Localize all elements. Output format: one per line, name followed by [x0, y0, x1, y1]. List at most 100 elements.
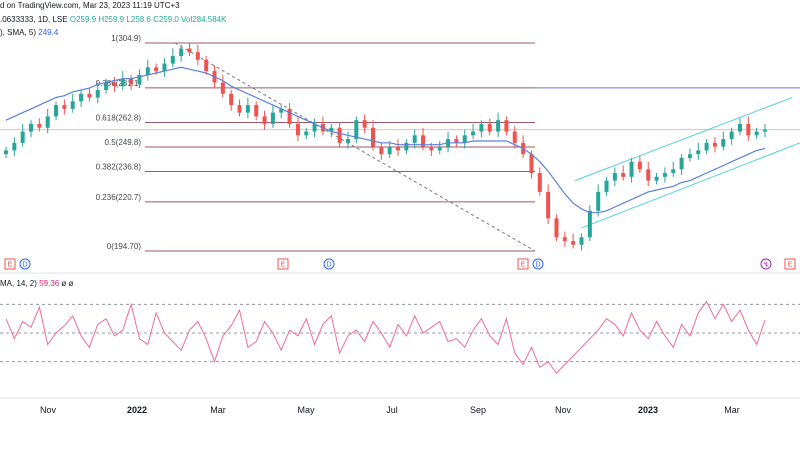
sma-value: 249.4: [38, 28, 59, 37]
event-label: D: [22, 262, 27, 269]
chart-header-source: d on TradingView.com, Mar 23, 2023 11:19…: [0, 1, 180, 10]
candle-body: [679, 157, 684, 170]
x-tick-label: Sep: [470, 405, 486, 415]
candle-body: [129, 78, 134, 85]
rsi-legend: MA, 14, 2) 59.36 ø ø: [0, 279, 74, 288]
candle-body: [412, 135, 417, 143]
candle-body: [295, 123, 300, 136]
candle-body: [429, 146, 434, 151]
candle-body: [763, 129, 767, 132]
event-label: D: [535, 262, 540, 269]
candle-body: [746, 123, 751, 136]
candle-body: [587, 210, 592, 238]
candle-body: [70, 101, 75, 109]
rsi-line: [5, 300, 766, 374]
event-label: ↯: [763, 261, 769, 269]
candle-body: [487, 123, 492, 132]
rsi-value: 59.36: [39, 279, 60, 288]
candle-body: [54, 105, 59, 117]
event-earnings-icon: [4, 258, 16, 270]
candle-body: [396, 146, 401, 151]
candle-body: [621, 173, 626, 177]
sma-line: [5, 66, 766, 214]
x-tick-label: 2023: [638, 405, 658, 415]
candle-body: [20, 131, 25, 143]
candle-body: [329, 127, 334, 132]
candle-body: [612, 173, 617, 181]
high-value: H259.9: [98, 15, 125, 24]
candle-body: [654, 176, 659, 181]
candle-body: [95, 89, 100, 98]
low-value: L258.6: [126, 15, 151, 24]
event-label: D: [326, 262, 331, 269]
candle-body: [12, 142, 17, 151]
event-label: E: [281, 262, 286, 269]
x-tick-label: Mar: [724, 405, 740, 415]
fib-label: 0(194.70): [107, 242, 142, 251]
candle-body: [245, 105, 250, 113]
candle-body: [187, 48, 192, 53]
candle-body: [629, 161, 634, 177]
candle-body: [29, 123, 34, 132]
candle-body: [204, 59, 209, 72]
event-earnings-icon: [784, 258, 796, 270]
candle-body: [729, 131, 734, 140]
event-split-icon: [760, 258, 772, 270]
candle-body: [37, 123, 42, 128]
candle-body: [170, 56, 175, 64]
fib-label: 1(304.9): [111, 34, 141, 43]
candle-body: [437, 146, 442, 151]
channel-lower: [581, 142, 800, 229]
candle-body: [154, 67, 159, 72]
candle-body: [504, 120, 509, 132]
chart-header-ohlc: .0633333, 1D, LSE O259.9 H259.9 L258.6 C…: [0, 15, 227, 24]
fib-label: 0.236(220.7): [96, 193, 142, 202]
candle-body: [754, 131, 759, 136]
close-value: C259.0: [153, 15, 179, 24]
x-tick-label: Nov: [555, 405, 572, 415]
candle-body: [496, 120, 501, 132]
candle-body: [4, 150, 8, 155]
event-dividend-icon: [532, 258, 544, 270]
candle-body: [287, 108, 292, 124]
candle-body: [471, 131, 476, 136]
x-tick-label: Nov: [40, 405, 57, 415]
candle-body: [270, 112, 275, 124]
candle-body: [579, 237, 584, 245]
fib-label: 0.618(262.8): [96, 113, 142, 122]
candle-body: [337, 127, 342, 143]
candle-body: [262, 116, 267, 124]
candle-body: [537, 173, 542, 192]
candle-body: [279, 108, 284, 113]
event-label: E: [788, 262, 793, 269]
candle-body: [120, 78, 125, 87]
candle-body: [345, 139, 350, 143]
candle-body: [112, 82, 117, 87]
candle-body: [304, 131, 309, 136]
candle-body: [162, 63, 167, 72]
candle-body: [562, 237, 567, 241]
event-label: E: [8, 262, 13, 269]
candle-body: [712, 142, 717, 147]
candle-body: [529, 154, 534, 174]
candle-body: [646, 169, 651, 181]
candle-body: [370, 127, 375, 147]
candle-body: [354, 120, 359, 140]
candle-body: [220, 82, 225, 94]
fib-label: 0.786(281.1): [96, 79, 142, 88]
candle-body: [462, 135, 467, 143]
candle-body: [687, 154, 692, 158]
x-tick-label: 2022: [127, 405, 147, 415]
candle-body: [662, 173, 667, 177]
candle-body: [229, 93, 234, 106]
x-tick-label: Mar: [210, 405, 226, 415]
sma-legend: ), SMA, 5) 249.4: [0, 28, 59, 37]
event-dividend-icon: [323, 258, 335, 270]
event-label: E: [521, 262, 526, 269]
candle-body: [87, 93, 92, 98]
candle-body: [454, 139, 459, 143]
candle-body: [721, 139, 726, 147]
candle-body: [104, 82, 109, 90]
x-tick-label: Jul: [386, 405, 398, 415]
event-earnings-icon: [277, 258, 289, 270]
